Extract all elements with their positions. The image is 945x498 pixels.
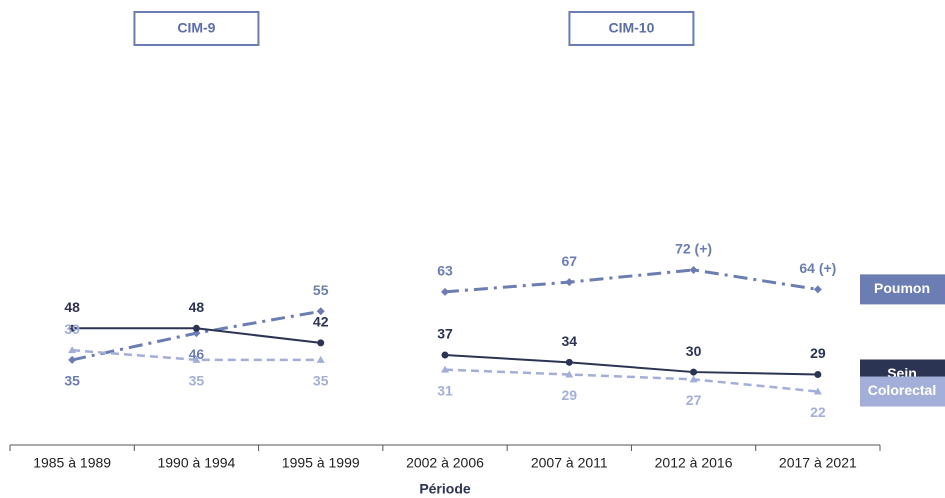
x-tick-label: 1990 à 1994 (157, 455, 235, 471)
point (317, 339, 325, 347)
series-line (444, 368, 818, 393)
value-label: 34 (561, 333, 577, 349)
series-line (444, 268, 819, 294)
value-label: 35 (64, 373, 80, 389)
point (565, 370, 574, 378)
legend-label: Colorectal (868, 382, 936, 398)
point (689, 265, 698, 274)
point (441, 351, 449, 359)
legend-label: Poumon (874, 280, 930, 296)
point (68, 324, 76, 332)
point (565, 358, 573, 366)
value-label: 46 (189, 346, 205, 362)
x-tick-label: 2002 à 2006 (406, 455, 484, 471)
value-label: 48 (189, 299, 205, 315)
value-label: 37 (437, 326, 453, 342)
value-label: 22 (810, 404, 826, 420)
value-label: 35 (313, 373, 329, 389)
value-label: 35 (189, 373, 205, 389)
x-tick-label: 2017 à 2021 (779, 455, 857, 471)
panel-title-box (568, 11, 695, 46)
value-label: 42 (313, 314, 329, 330)
value-label: 30 (686, 343, 702, 359)
point (690, 368, 698, 376)
value-label: 39 (64, 321, 80, 337)
point (316, 307, 325, 316)
value-label: 48 (64, 299, 80, 315)
x-tick-label: 2007 à 2011 (531, 455, 608, 471)
point (565, 278, 574, 287)
point (192, 355, 201, 363)
point (68, 346, 77, 354)
value-label: 64 (+) (799, 260, 836, 276)
value-label: 27 (686, 392, 702, 408)
value-label: 31 (437, 382, 453, 398)
point (813, 387, 822, 395)
value-label: 29 (810, 345, 826, 361)
legend-box (860, 376, 945, 407)
x-tick-label: 1995 à 1999 (282, 455, 360, 471)
x-axis-label: Période (419, 481, 471, 497)
point (316, 355, 325, 363)
value-label: 29 (561, 387, 577, 403)
point (441, 365, 449, 373)
panel-title: CIM-10 (608, 20, 654, 36)
point (814, 370, 822, 378)
x-tick-label: 1985 à 1989 (33, 455, 111, 471)
value-label: 63 (437, 263, 453, 279)
value-label: 55 (313, 282, 329, 298)
value-label: 67 (561, 253, 577, 269)
panel-title-box (133, 11, 260, 46)
series-line (444, 354, 818, 376)
point (689, 375, 698, 383)
x-tick-label: 2012 à 2016 (655, 455, 733, 471)
value-label: 72 (+) (675, 241, 712, 257)
point (192, 324, 200, 332)
point (68, 355, 77, 364)
point (813, 285, 822, 294)
point (441, 287, 449, 296)
legend-box (860, 274, 945, 305)
panel-title: CIM-9 (177, 20, 215, 36)
